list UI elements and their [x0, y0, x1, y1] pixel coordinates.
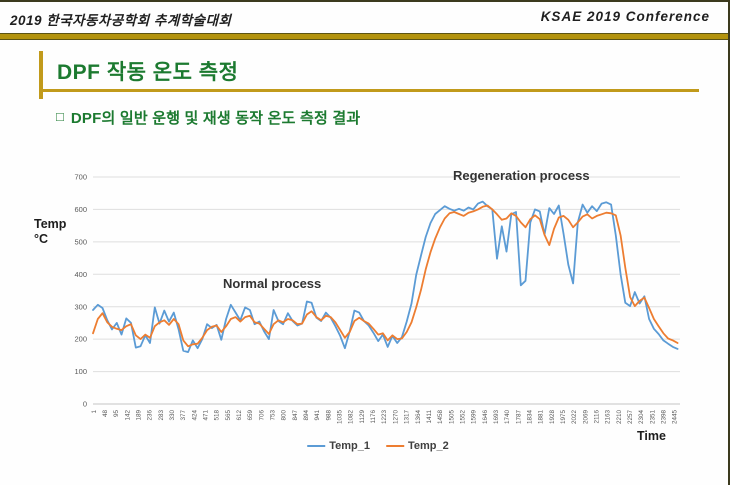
x-tick-label: 283 [158, 410, 165, 421]
x-tick-label: 142 [124, 410, 131, 421]
y-tick-label: 700 [74, 173, 87, 182]
x-tick-label: 2022 [571, 410, 578, 425]
x-tick-label: 48 [102, 410, 109, 418]
x-tick-label: 1881 [538, 410, 545, 425]
y-axis-title: Temp °C [34, 217, 66, 247]
x-tick-label: 377 [180, 410, 187, 421]
x-tick-label: 565 [225, 410, 232, 421]
y-tick-label: 200 [74, 335, 87, 344]
x-tick-label: 800 [281, 410, 288, 421]
annotation-regeneration-process: Regeneration process [453, 168, 590, 183]
x-tick-label: 189 [136, 410, 143, 421]
x-tick-label: 1458 [437, 410, 444, 425]
x-tick-label: 659 [247, 410, 254, 421]
x-tick-label: 1740 [504, 410, 511, 425]
x-tick-label: 1693 [493, 410, 500, 425]
y-axis-title-line1: Temp [34, 217, 67, 231]
x-tick-label: 236 [147, 410, 154, 421]
x-tick-label: 1975 [560, 410, 567, 425]
bullet-square-icon: □ [56, 109, 64, 124]
x-tick-label: 1082 [348, 410, 355, 425]
temp2-line-swatch [386, 444, 404, 448]
bullet-text: DPF의 일반 운행 및 재생 동작 온도 측정 결과 [70, 110, 361, 127]
legend-label-temp1: Temp_1 [329, 440, 370, 452]
x-tick-label: 1411 [426, 410, 433, 424]
x-tick-label: 2069 [582, 410, 589, 425]
header-divider-band [0, 33, 728, 40]
x-tick-label: 988 [325, 410, 332, 421]
y-tick-label: 400 [74, 270, 87, 279]
x-tick-label: 518 [214, 410, 221, 421]
header-left-text: 2019 한국자동차공학회 추계학술대회 [10, 13, 232, 28]
x-tick-label: 2210 [616, 410, 623, 425]
x-tick-label: 424 [191, 410, 198, 421]
x-tick-label: 1176 [370, 410, 377, 424]
x-tick-label: 1 [91, 410, 98, 414]
x-tick-label: 1129 [359, 410, 366, 424]
x-tick-label: 1646 [482, 410, 489, 425]
x-tick-label: 2257 [627, 410, 634, 425]
series-line-temp_2 [92, 204, 679, 348]
x-tick-label: 1787 [515, 410, 522, 425]
x-tick-label: 1270 [392, 410, 399, 425]
page-title: DPF 작동 온도 측정 [57, 61, 239, 84]
y-tick-label: 0 [83, 400, 87, 409]
x-axis-title: Time [637, 429, 666, 443]
x-tick-label: 753 [270, 410, 277, 421]
header-right-text: KSAE 2019 Conference [540, 9, 710, 24]
legend-item-temp1: Temp_1 [307, 440, 370, 452]
bullet-line: □ DPF의 일반 운행 및 재생 동작 온도 측정 결과 [56, 107, 360, 128]
x-tick-label: 612 [236, 410, 243, 421]
chart-legend: Temp_1 Temp_2 [307, 440, 449, 452]
annotation-normal-process: Normal process [223, 276, 322, 291]
x-tick-label: 1317 [404, 410, 411, 425]
x-tick-label: 1552 [459, 410, 466, 425]
legend-label-temp2: Temp_2 [408, 440, 449, 452]
x-tick-label: 1599 [471, 410, 478, 425]
legend-item-temp2: Temp_2 [386, 440, 449, 452]
x-tick-label: 2116 [594, 410, 601, 424]
x-tick-label: 2445 [672, 410, 679, 425]
title-accent-bar [39, 51, 43, 99]
x-tick-label: 1035 [337, 410, 344, 425]
x-tick-label: 847 [292, 410, 299, 421]
y-tick-label: 500 [74, 238, 87, 247]
x-tick-label: 2163 [605, 410, 612, 425]
x-tick-label: 95 [113, 410, 120, 418]
x-tick-label: 1928 [549, 410, 556, 425]
x-tick-label: 894 [303, 410, 310, 421]
title-underline [39, 89, 699, 92]
x-tick-label: 2398 [661, 410, 668, 425]
y-tick-label: 100 [74, 367, 87, 376]
y-axis-title-line2: °C [34, 232, 49, 246]
x-tick-label: 330 [169, 410, 176, 421]
y-tick-label: 300 [74, 302, 87, 311]
temp1-line-swatch [307, 444, 326, 448]
x-tick-label: 1505 [448, 410, 455, 425]
x-tick-label: 1223 [381, 410, 388, 425]
x-tick-label: 1364 [415, 410, 422, 425]
x-tick-label: 2304 [638, 410, 645, 425]
x-tick-label: 471 [203, 410, 210, 421]
x-tick-label: 941 [314, 410, 321, 421]
x-tick-label: 1834 [527, 410, 534, 425]
temperature-line-chart: 0 100 200 300 400 500 600 700 1 48 95 142 189 236 283 3… [74, 173, 680, 425]
y-tick-label: 600 [74, 205, 87, 214]
x-tick-label: 2351 [649, 410, 656, 425]
x-tick-label: 706 [258, 410, 265, 421]
